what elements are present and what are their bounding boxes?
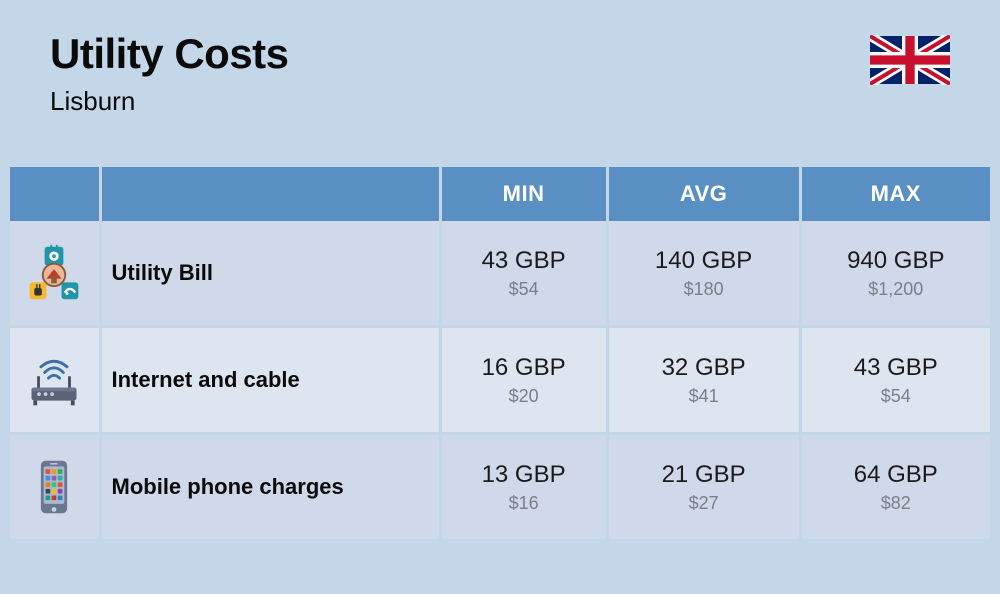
header-label-col — [100, 167, 440, 221]
value-secondary: $54 — [442, 279, 606, 300]
value-secondary: $41 — [609, 386, 799, 407]
cell-min: 16 GBP $20 — [440, 327, 607, 434]
location-subtitle: Lisburn — [50, 86, 289, 117]
value-primary: 21 GBP — [609, 461, 799, 489]
value-primary: 140 GBP — [609, 247, 799, 275]
row-label: Utility Bill — [100, 221, 440, 327]
value-primary: 64 GBP — [802, 461, 990, 489]
value-secondary: $1,200 — [802, 279, 990, 300]
value-primary: 32 GBP — [609, 354, 799, 382]
value-secondary: $27 — [609, 493, 799, 514]
cell-avg: 140 GBP $180 — [607, 221, 800, 327]
costs-table-container: MIN AVG MAX — [0, 137, 1000, 542]
cell-max: 940 GBP $1,200 — [800, 221, 990, 327]
cell-max: 43 GBP $54 — [800, 327, 990, 434]
value-primary: 16 GBP — [442, 354, 606, 382]
icon-cell — [10, 327, 100, 434]
value-secondary: $16 — [442, 493, 606, 514]
header-icon-col — [10, 167, 100, 221]
table-row: Mobile phone charges 13 GBP $16 21 GBP $… — [10, 434, 990, 541]
cell-min: 13 GBP $16 — [440, 434, 607, 541]
uk-flag-icon — [870, 35, 950, 85]
value-primary: 43 GBP — [442, 247, 606, 275]
value-secondary: $180 — [609, 279, 799, 300]
icon-cell — [10, 221, 100, 327]
cell-min: 43 GBP $54 — [440, 221, 607, 327]
header-max: MAX — [800, 167, 990, 221]
value-primary: 940 GBP — [802, 247, 990, 275]
router-icon — [24, 350, 84, 410]
utility-icon — [24, 243, 84, 303]
value-primary: 43 GBP — [802, 354, 990, 382]
table-row: Utility Bill 43 GBP $54 140 GBP $180 940… — [10, 221, 990, 327]
costs-table: MIN AVG MAX — [10, 167, 990, 542]
phone-icon — [24, 457, 84, 517]
cell-max: 64 GBP $82 — [800, 434, 990, 541]
cell-avg: 21 GBP $27 — [607, 434, 800, 541]
value-secondary: $82 — [802, 493, 990, 514]
value-primary: 13 GBP — [442, 461, 606, 489]
cell-avg: 32 GBP $41 — [607, 327, 800, 434]
row-label: Mobile phone charges — [100, 434, 440, 541]
value-secondary: $54 — [802, 386, 990, 407]
title-block: Utility Costs Lisburn — [50, 30, 289, 117]
table-header-row: MIN AVG MAX — [10, 167, 990, 221]
table-row: Internet and cable 16 GBP $20 32 GBP $41… — [10, 327, 990, 434]
header-min: MIN — [440, 167, 607, 221]
value-secondary: $20 — [442, 386, 606, 407]
icon-cell — [10, 434, 100, 541]
header-avg: AVG — [607, 167, 800, 221]
page-title: Utility Costs — [50, 30, 289, 78]
row-label: Internet and cable — [100, 327, 440, 434]
header: Utility Costs Lisburn — [0, 0, 1000, 137]
